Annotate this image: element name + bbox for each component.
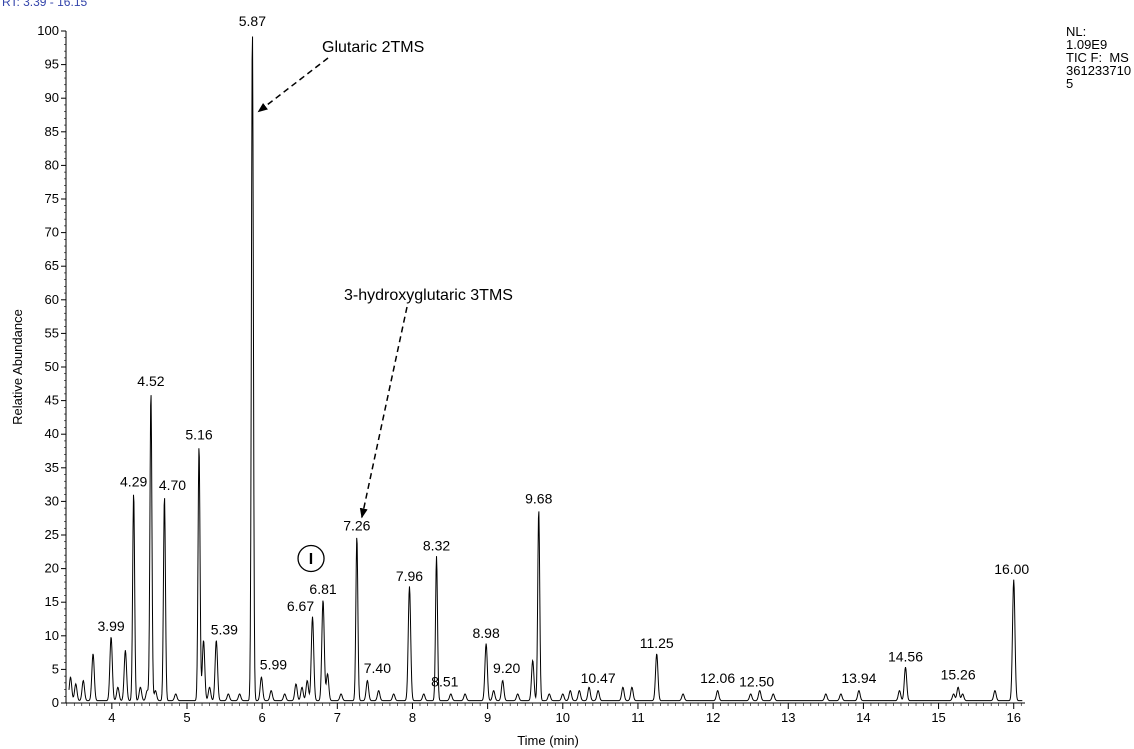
y-tick-label: 35 [45, 460, 59, 475]
y-tick-label: 55 [45, 325, 59, 340]
axes-group: 0510152025303540455055606570758085909510… [37, 23, 1025, 725]
y-tick-label: 100 [37, 23, 59, 38]
peak-label: 14.56 [888, 648, 923, 664]
annotation-hydroxyglutaric-label: 3-hydroxyglutaric 3TMS [344, 287, 513, 304]
peak-label: 16.00 [994, 561, 1029, 577]
peak-label: 15.26 [941, 667, 976, 683]
y-tick-label: 85 [45, 124, 59, 139]
y-tick-label: 65 [45, 258, 59, 273]
peak-label: 6.67 [287, 598, 314, 614]
peak-label: 13.94 [841, 670, 876, 686]
peak-label: 7.40 [364, 660, 391, 676]
peak-label: 4.52 [137, 373, 164, 389]
annotation-hydroxyglutaric-arrow [359, 306, 408, 519]
x-tick-label: 11 [631, 710, 645, 725]
annotations-group: Glutaric 2TMS 3-hydroxyglutaric 3TMS I [257, 39, 513, 573]
x-tick-label: 5 [183, 710, 190, 725]
y-tick-label: 90 [45, 90, 59, 105]
y-tick-label: 50 [45, 359, 59, 374]
nl-line: 1.09E9 [1066, 37, 1108, 52]
peak-label: 5.99 [260, 656, 287, 672]
peak-label: 10.47 [581, 670, 616, 686]
peak-label: 8.32 [423, 538, 450, 554]
nl-line: 361233710 [1066, 63, 1132, 78]
peak-labels-group: 3.99 4.29 4.52 4.70 5.16 5.39 5.87 5.99 6.676.81… [97, 13, 1029, 689]
y-tick-label: 20 [45, 561, 59, 576]
x-tick-label: 8 [409, 710, 416, 725]
y-tick-label: 80 [45, 157, 59, 172]
nl-line: NL: [1066, 24, 1087, 39]
y-tick-label: 95 [45, 57, 59, 72]
peak-label: 4.70 [159, 477, 186, 493]
x-tick-label: 6 [259, 710, 266, 725]
x-tick-label: 4 [108, 710, 115, 725]
annotation-glutaric-label: Glutaric 2TMS [322, 39, 424, 56]
x-tick-label: 10 [556, 710, 570, 725]
y-tick-label: 45 [45, 393, 59, 408]
x-tick-label: 9 [484, 710, 491, 725]
annotation-circle-label: I [309, 551, 313, 568]
y-tick-label: 40 [45, 426, 59, 441]
rt-range-label: RT: 3.39 - 16.15 [2, 0, 88, 9]
peak-label: 9.20 [493, 660, 520, 676]
y-tick-label: 10 [45, 628, 59, 643]
y-axis-label: Relative Abundance [10, 309, 25, 425]
y-tick-label: 30 [45, 493, 59, 508]
annotation-circle-marker [297, 544, 325, 573]
y-tick-label: 25 [45, 527, 59, 542]
y-tick-label: 15 [45, 594, 59, 609]
peak-label: 5.87 [239, 13, 266, 29]
peak-label: 3.99 [97, 618, 124, 634]
x-tick-label: 12 [706, 710, 720, 725]
peak-label: 11.25 [640, 635, 674, 651]
peak-label: 6.81 [309, 581, 336, 597]
y-tick-label: 5 [52, 661, 59, 676]
x-tick-label: 16 [1006, 710, 1020, 725]
y-tick-label: 0 [52, 695, 59, 710]
x-tick-label: 7 [334, 710, 341, 725]
peak-label: 4.29 [120, 474, 147, 490]
x-tick-label: 14 [856, 710, 870, 725]
peak-label: 8.51 [431, 673, 458, 689]
x-tick-label: 13 [781, 710, 795, 725]
nl-line: TIC F: MS [1066, 50, 1129, 65]
x-axis-label: Time (min) [517, 733, 579, 748]
tic-trace-line [68, 36, 1023, 702]
y-tick-label: 75 [45, 191, 59, 206]
annotation-glutaric-arrow [257, 57, 329, 113]
peak-label: 5.39 [211, 622, 238, 638]
peak-label: 9.68 [525, 490, 552, 506]
trace-group [68, 36, 1023, 702]
y-tick-label: 60 [45, 292, 59, 307]
peak-label: 12.06 [700, 670, 735, 686]
peak-label: 8.98 [473, 625, 500, 641]
y-tick-label: 70 [45, 225, 59, 240]
peak-label: 12.50 [739, 673, 774, 689]
x-tick-label: 15 [931, 710, 945, 725]
peak-label: 5.16 [185, 427, 212, 443]
nl-line: 5 [1066, 76, 1074, 91]
peak-label: 7.26 [343, 517, 370, 533]
normalization-info: NL: 1.09E9 TIC F: MS 361233710 5 [1066, 25, 1131, 90]
peak-label: 7.96 [396, 568, 423, 584]
